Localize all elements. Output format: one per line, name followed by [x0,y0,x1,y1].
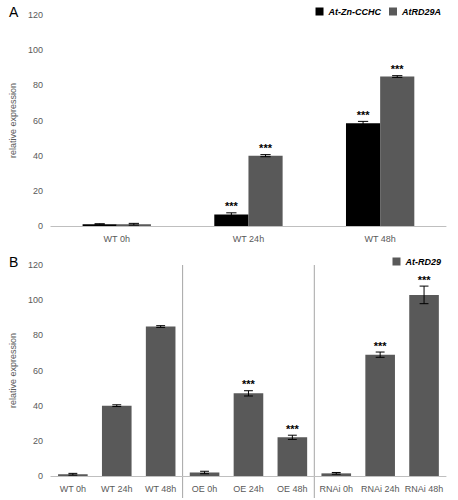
svg-text:relative expression: relative expression [8,83,18,158]
svg-text:OE 24h: OE 24h [233,484,264,494]
svg-text:OE 0h: OE 0h [192,484,218,494]
svg-text:***: *** [259,142,273,154]
svg-text:***: *** [225,200,239,212]
svg-text:RNAi 24h: RNAi 24h [361,484,400,494]
svg-text:20: 20 [33,436,43,446]
svg-text:120: 120 [28,260,43,270]
svg-text:40: 40 [33,401,43,411]
svg-text:AtRD29A: AtRD29A [401,7,441,17]
svg-text:60: 60 [33,366,43,376]
svg-text:***: *** [242,378,256,390]
svg-text:80: 80 [33,80,43,90]
svg-text:***: *** [286,423,300,435]
svg-text:20: 20 [33,186,43,196]
svg-text:WT 24h: WT 24h [101,484,132,494]
svg-text:OE 48h: OE 48h [277,484,308,494]
svg-text:40: 40 [33,151,43,161]
svg-text:***: *** [418,274,432,286]
svg-text:***: *** [391,63,405,75]
svg-text:WT 0h: WT 0h [60,484,86,494]
svg-text:0: 0 [38,471,43,481]
svg-text:RNAi 0h: RNAi 0h [319,484,353,494]
svg-text:120: 120 [28,10,43,20]
svg-text:WT 48h: WT 48h [364,234,395,244]
svg-text:At-Zn-CCHC: At-Zn-CCHC [328,7,382,17]
svg-text:A: A [9,4,19,20]
svg-text:***: *** [374,340,388,352]
svg-text:RNAi 48h: RNAi 48h [405,484,444,494]
svg-text:60: 60 [33,116,43,126]
svg-text:100: 100 [28,295,43,305]
svg-text:B: B [9,254,18,270]
svg-text:WT 24h: WT 24h [233,234,264,244]
svg-text:At-RD29: At-RD29 [404,257,441,267]
svg-text:80: 80 [33,330,43,340]
svg-text:relative expression: relative expression [8,333,18,408]
svg-text:WT 48h: WT 48h [145,484,176,494]
svg-text:100: 100 [28,45,43,55]
svg-text:***: *** [357,109,371,121]
svg-text:0: 0 [38,221,43,231]
svg-text:WT 0h: WT 0h [104,234,130,244]
